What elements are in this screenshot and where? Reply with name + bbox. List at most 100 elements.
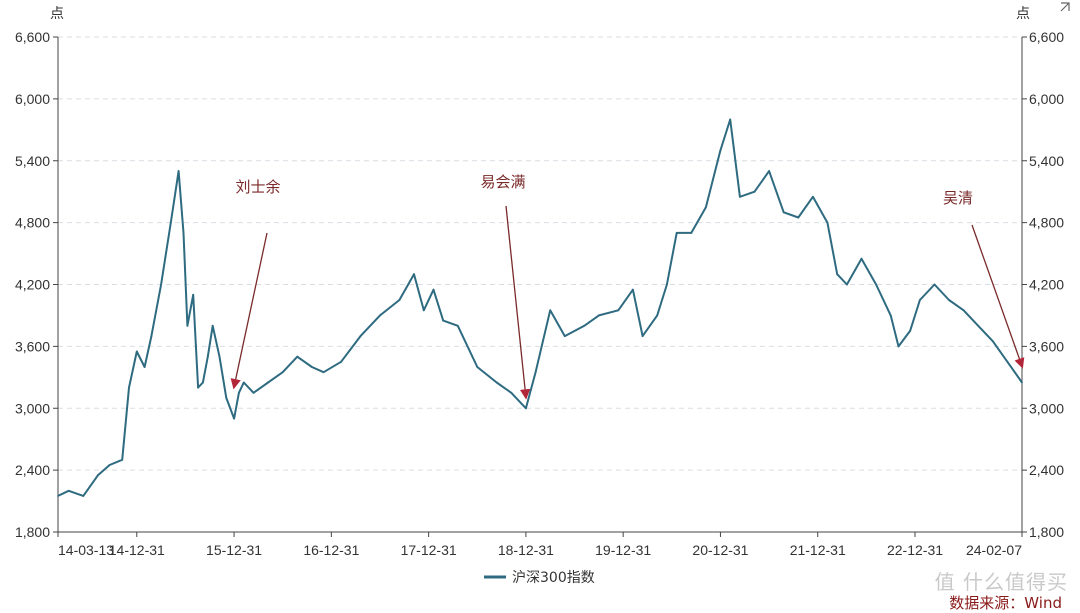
x-tick-label: 15-12-31: [206, 542, 262, 558]
y-tick-label-right: 4,800: [1029, 215, 1064, 231]
data-point: [169, 221, 172, 224]
y-tick-label-right: 3,000: [1029, 400, 1064, 416]
x-tick-label: 14-03-13: [58, 542, 114, 558]
x-tick-label: 14-12-31: [109, 542, 165, 558]
data-point: [583, 324, 586, 327]
y-tick-label-left: 3,000: [15, 400, 50, 416]
data-point: [202, 381, 204, 384]
data-point: [675, 232, 678, 234]
data-point: [233, 417, 235, 420]
data-point: [656, 314, 659, 317]
data-point: [836, 273, 839, 276]
data-point: [909, 330, 912, 332]
data-point: [977, 324, 980, 327]
y-tick-label-left: 6,000: [15, 91, 50, 107]
data-point: [846, 283, 848, 286]
y-axis-right-ticks: 1,800 2,400 3,000 3,600 4,200 4,800 5,400 6,000…: [1022, 29, 1064, 540]
data-point: [96, 474, 99, 477]
data-point: [826, 221, 829, 224]
data-point: [782, 211, 785, 214]
data-point: [211, 324, 214, 327]
annotation-label: 易会满: [480, 173, 525, 191]
y-unit-left: 点: [50, 6, 64, 22]
x-tick-label: 19-12-31: [595, 542, 651, 558]
x-tick-label: 22-12-31: [887, 542, 943, 558]
data-point: [197, 386, 199, 389]
data-point: [177, 170, 180, 172]
data-point: [267, 381, 270, 384]
annotation-arrow: [971, 224, 1025, 369]
legend[interactable]: 沪深300指数: [484, 570, 595, 586]
y-tick-label-left: 3,600: [15, 338, 50, 354]
data-point: [359, 335, 362, 337]
data-point: [281, 371, 284, 374]
data-point: [889, 314, 892, 317]
data-point: [617, 309, 620, 312]
y-tick-label-left: 2,400: [15, 462, 50, 478]
y-tick-label-left: 4,800: [15, 215, 50, 231]
y-axis-left-ticks: 1,800 2,400 3,000 3,600 4,200 4,800 5,400 6,000…: [15, 29, 58, 540]
y-tick-label-right: 2,400: [1029, 462, 1064, 478]
data-point: [252, 391, 255, 394]
data-point: [121, 458, 124, 461]
data-point: [549, 309, 552, 312]
data-point: [991, 340, 994, 343]
data-point: [534, 371, 537, 374]
data-point: [811, 195, 814, 198]
data-point: [82, 495, 85, 497]
annotation-label: 吴清: [943, 189, 973, 207]
x-tick-label: 16-12-31: [303, 542, 359, 558]
data-point: [897, 345, 900, 348]
y-tick-label-right: 1,800: [1029, 524, 1064, 540]
data-point: [948, 299, 950, 301]
annotation-label: 刘士余: [235, 178, 280, 196]
x-tick-label: 18-12-31: [498, 542, 554, 558]
data-point: [296, 355, 299, 358]
legend-label: 沪深300指数: [512, 570, 595, 586]
data-point: [225, 397, 228, 399]
data-point: [739, 195, 741, 198]
data-point: [128, 386, 130, 389]
data-source: 数据来源：Wind: [949, 594, 1062, 612]
data-point: [597, 314, 600, 317]
x-tick-label: 24-02-07: [966, 542, 1022, 558]
data-point: [1006, 360, 1009, 363]
data-point: [641, 335, 644, 337]
data-point: [143, 366, 146, 368]
data-point: [1021, 381, 1023, 384]
data-point: [875, 283, 877, 286]
y-tick-label-left: 6,600: [15, 29, 50, 45]
expand-icon[interactable]: [1058, 0, 1072, 14]
data-point: [563, 335, 566, 337]
y-unit-right: 点: [1016, 6, 1030, 22]
data-point: [962, 309, 965, 312]
data-point: [510, 391, 513, 394]
y-tick-label-left: 1,800: [15, 524, 50, 540]
y-tick-label-left: 4,200: [15, 277, 50, 293]
y-tick-label-right: 6,000: [1029, 91, 1064, 107]
data-point: [797, 216, 800, 219]
data-point: [186, 324, 189, 327]
data-point: [860, 257, 863, 260]
data-point: [432, 288, 435, 291]
data-point: [476, 366, 479, 368]
data-point: [524, 407, 527, 410]
data-point: [182, 232, 185, 234]
data-point: [398, 299, 401, 301]
y-tick-label-right: 6,600: [1029, 29, 1064, 45]
data-point: [310, 366, 313, 368]
data-point: [933, 283, 936, 286]
series-line-hs300: [57, 118, 1023, 497]
data-point: [67, 489, 70, 492]
data-point: [422, 309, 425, 312]
data-point: [238, 391, 240, 394]
data-point: [729, 118, 732, 121]
data-point: [690, 232, 693, 234]
data-point: [704, 206, 707, 209]
y-tick-label-right: 5,400: [1029, 153, 1064, 169]
data-point: [413, 273, 415, 276]
data-point: [340, 360, 342, 363]
data-point: [379, 314, 381, 317]
